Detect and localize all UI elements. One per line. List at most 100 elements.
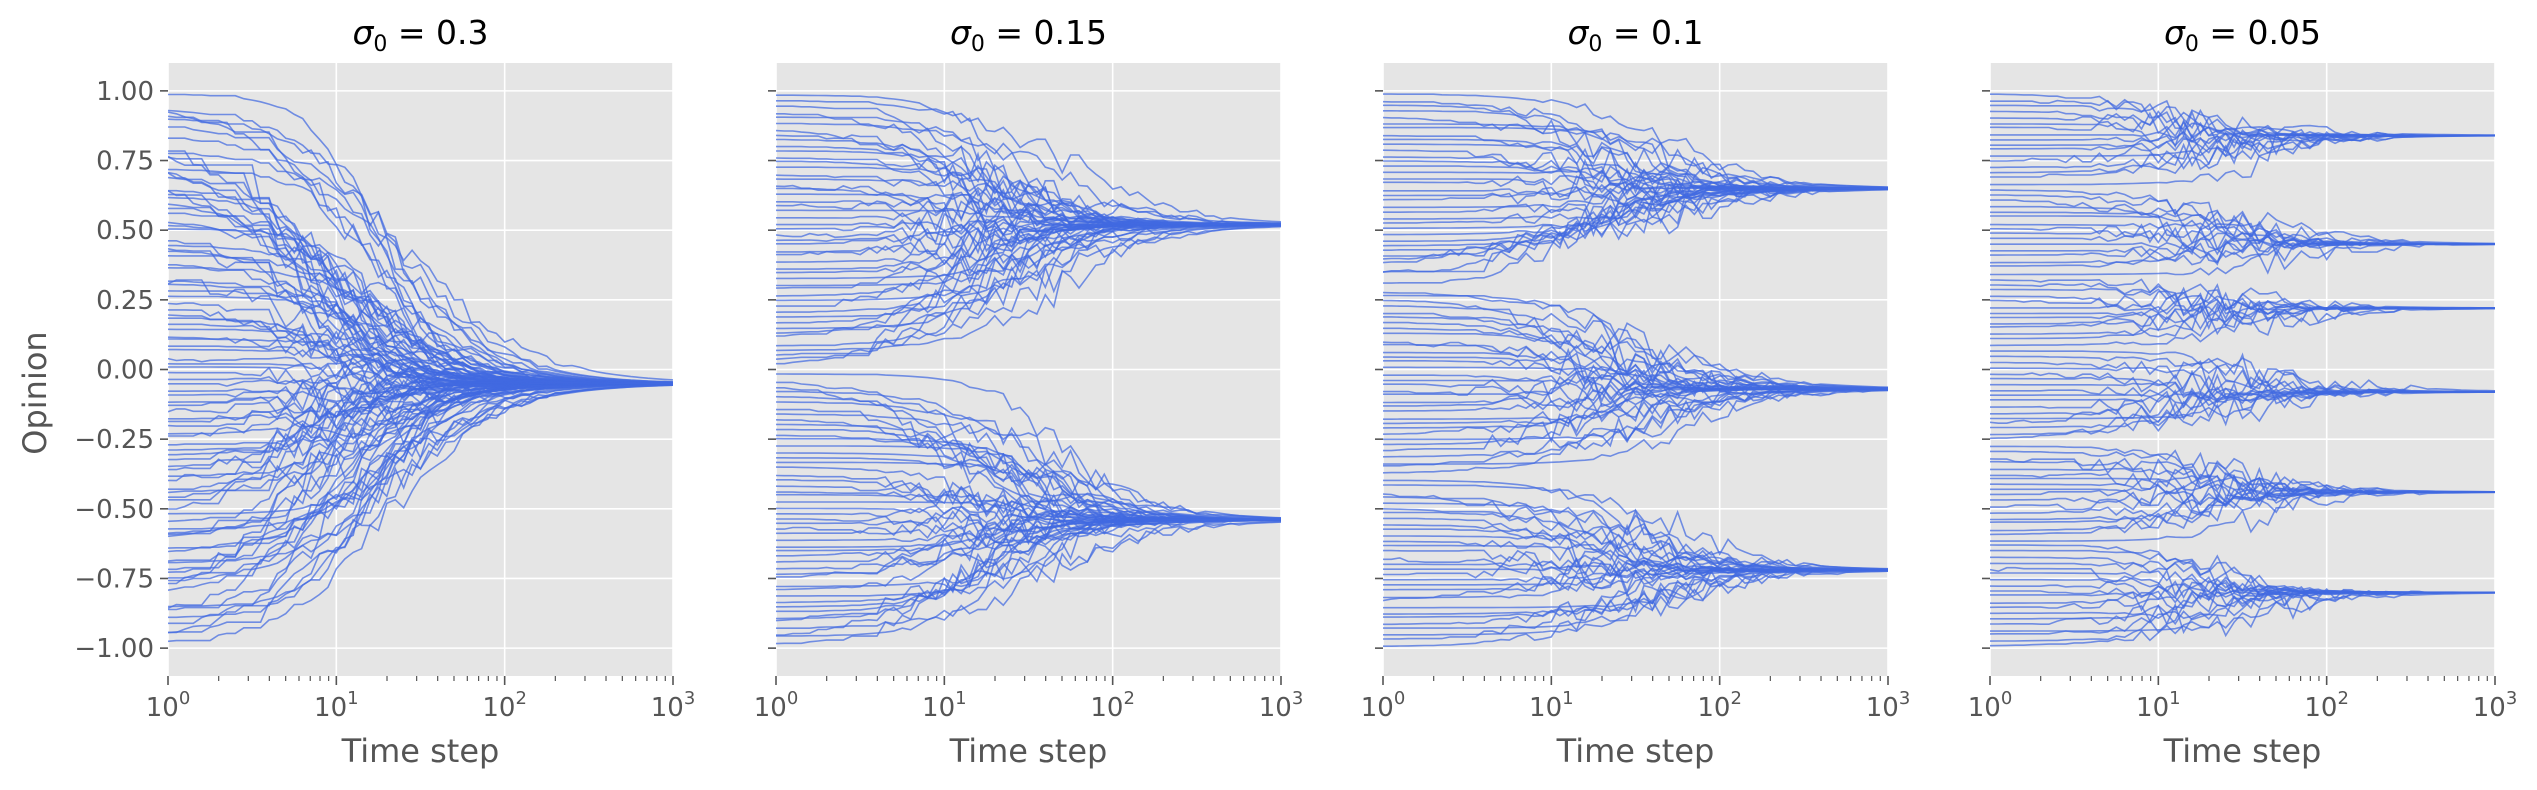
panel-4: 100 101 102 103 Time step σ0 = 0.05 [1968, 13, 2518, 770]
panel-title: σ0 = 0.3 [352, 13, 488, 57]
y-tick-label: 0.75 [96, 147, 154, 177]
trajectory-line [1990, 93, 2495, 137]
trajectory-line [1383, 511, 1888, 571]
trajectory-line [168, 126, 673, 381]
trajectory-line [1990, 194, 2495, 245]
trajectory-line [1990, 278, 2495, 311]
panel-title: σ0 = 0.05 [2164, 13, 2321, 57]
x-tick-label: 100 [1968, 688, 2013, 723]
trajectory-line [1990, 544, 2495, 594]
trajectory-line [1990, 99, 2495, 136]
trajectory-line [1383, 104, 1888, 190]
y-tick-label: −0.75 [74, 564, 154, 594]
trajectory-line [1990, 239, 2495, 266]
trajectory-line [168, 384, 673, 553]
trajectory-line [1990, 189, 2495, 245]
x-tick-label: 100 [1361, 688, 1406, 723]
trajectory-line [776, 520, 1281, 629]
x-tick-label: 101 [922, 688, 967, 723]
x-tick-label: 103 [2473, 688, 2518, 723]
x-tick-label: 100 [146, 688, 191, 723]
trajectory-line [168, 111, 673, 383]
trajectory-line [168, 383, 673, 456]
x-axis-label: Time step [341, 732, 500, 770]
x-axis-label: Time step [2163, 732, 2322, 770]
trajectory-line [1383, 496, 1888, 570]
x-tick-label: 101 [1529, 688, 1574, 723]
trajectories [776, 94, 1281, 645]
trajectory-line [1990, 450, 2495, 493]
trajectory-line [776, 373, 1281, 521]
trajectory-line [1383, 569, 1888, 636]
trajectory-line [168, 109, 673, 383]
trajectory-line [1383, 100, 1888, 188]
trajectory-line [1383, 116, 1888, 189]
trajectory-line [168, 384, 673, 562]
y-axis-label: Opinion [16, 331, 54, 454]
trajectory-line [1383, 173, 1888, 203]
y-tick-label: 0.25 [96, 286, 154, 316]
trajectory-line [168, 383, 673, 477]
trajectory-line [776, 401, 1281, 519]
trajectory-line [168, 115, 673, 384]
y-tick-label: −1.00 [74, 634, 154, 664]
trajectory-line [1990, 128, 2495, 156]
panel-title: σ0 = 0.15 [950, 13, 1107, 57]
trajectory-line [1383, 299, 1888, 390]
trajectory-line [1990, 355, 2495, 392]
trajectory-line [1383, 312, 1888, 390]
trajectory-line [1990, 592, 2495, 647]
x-tick-label: 102 [1697, 688, 1742, 723]
trajectory-line [1383, 123, 1888, 189]
trajectory-line [776, 224, 1281, 347]
trajectory-line [1383, 93, 1888, 189]
trajectory-line [1990, 350, 2495, 393]
trajectory-line [776, 387, 1281, 521]
trajectory-line [1383, 388, 1888, 421]
trajectories [168, 93, 673, 643]
trajectory-line [168, 155, 673, 384]
trajectory-line [168, 93, 673, 385]
trajectory-line [1383, 479, 1888, 571]
x-tick-label: 103 [1259, 688, 1304, 723]
trajectory-line [1383, 517, 1888, 571]
trajectory-line [776, 225, 1281, 334]
trajectories [1990, 93, 2495, 647]
x-tick-label: 100 [754, 688, 799, 723]
trajectory-line [1383, 291, 1888, 389]
x-tick-label: 103 [1866, 688, 1911, 723]
x-tick-label: 102 [1090, 688, 1135, 723]
trajectory-line [776, 224, 1281, 365]
x-tick-label: 101 [2136, 688, 2181, 723]
x-axis-label: Time step [1556, 732, 1715, 770]
x-axis-label: Time step [949, 732, 1108, 770]
trajectory-line [776, 225, 1281, 352]
trajectory-line [1383, 305, 1888, 388]
x-tick-label: 102 [482, 688, 527, 723]
trajectory-line [776, 94, 1281, 226]
trajectory-line [1990, 591, 2495, 620]
panel-title: σ0 = 0.1 [1567, 13, 1703, 57]
trajectory-line [1383, 187, 1888, 229]
panels-group: 1.00 0.75 0.50 0.25 0.00 −0.25 −0.50 −0.75 −1.00… [74, 13, 2517, 770]
trajectory-line [776, 381, 1281, 520]
panel-3: 100 101 102 103 Time step σ0 = 0.1 [1361, 13, 1911, 770]
trajectory-line [1383, 389, 1888, 425]
y-tick-label: −0.50 [74, 495, 154, 525]
x-tick-label: 101 [314, 688, 359, 723]
y-tick-label: 0.00 [96, 356, 154, 386]
trajectory-line [1383, 388, 1888, 429]
trajectory-line [1383, 187, 1888, 220]
trajectory-line [776, 519, 1281, 570]
x-tick-label: 102 [2304, 688, 2349, 723]
trajectories [1383, 93, 1888, 647]
panel-1: 1.00 0.75 0.50 0.25 0.00 −0.25 −0.50 −0.75 −1.00… [74, 13, 695, 770]
x-tick-label: 103 [651, 688, 696, 723]
trajectory-line [1383, 570, 1888, 618]
y-tick-label: −0.25 [74, 425, 154, 455]
trajectory-line [1990, 445, 2495, 493]
y-tick-label: 1.00 [96, 77, 154, 107]
trajectory-line [1383, 570, 1888, 626]
trajectory-line [776, 100, 1281, 223]
